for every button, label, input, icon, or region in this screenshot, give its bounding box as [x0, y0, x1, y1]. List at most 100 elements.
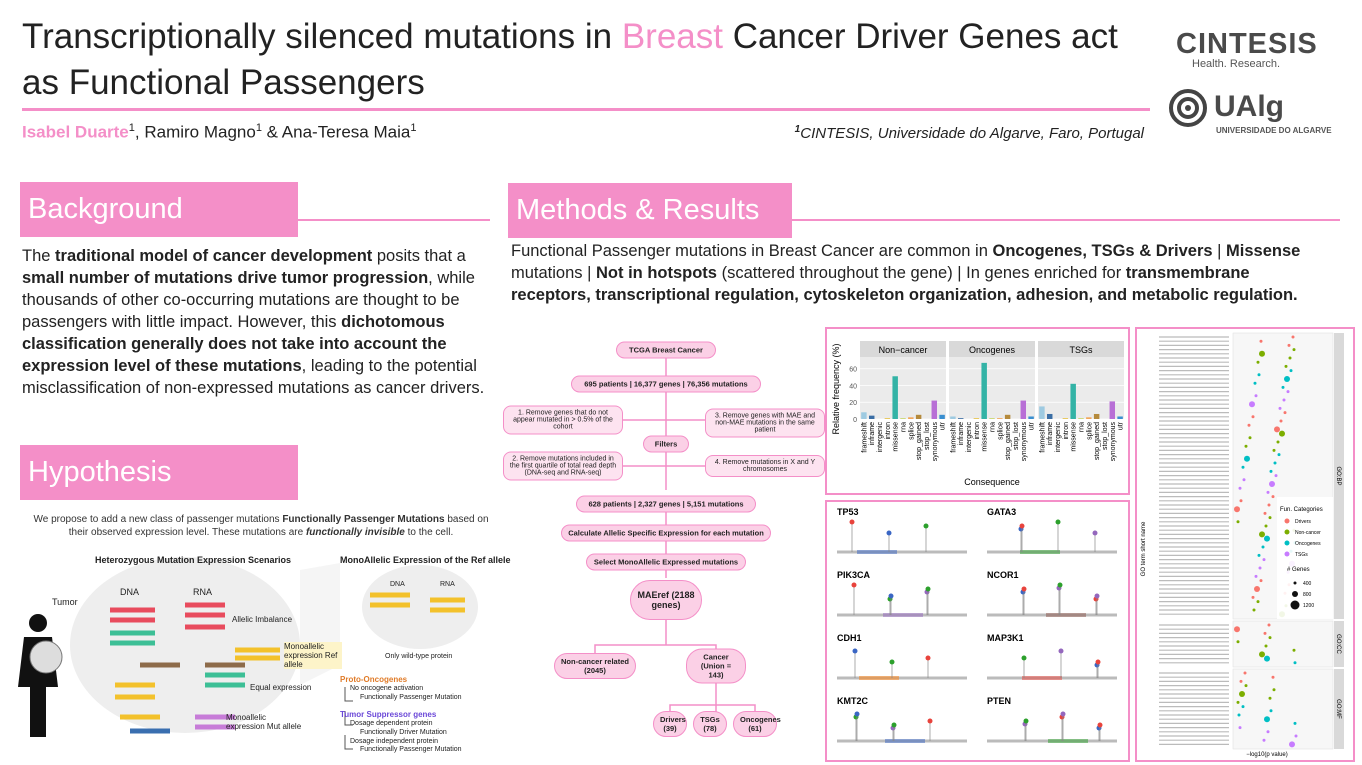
x-tick-label: missense: [1071, 422, 1078, 452]
x-tick-label: utr: [1118, 421, 1125, 430]
dot: [1238, 726, 1242, 730]
bar: [1086, 417, 1092, 419]
dot: [1256, 360, 1260, 364]
dot: [1243, 671, 1247, 675]
flow-node: Non-cancer related (2045): [554, 653, 636, 679]
figure-box: TP53 GATA3 PIK3CA NCOR1 CDH1 MAP3K1 KMT2C PTEN: [825, 500, 1130, 762]
dot: [1259, 531, 1265, 538]
head: [923, 523, 929, 529]
panel-title: Non−cancer: [879, 345, 928, 355]
legend-key: [1284, 529, 1290, 535]
text-run: transmembrane receptors, transcriptional…: [511, 264, 1298, 304]
legend-key: [1292, 591, 1298, 597]
text-run: We propose to add a new class of passeng…: [33, 514, 283, 525]
domain: [857, 550, 897, 554]
section-heading: Hypothesis: [20, 445, 298, 500]
x-tick-label: rna: [990, 422, 997, 432]
dot: [1294, 734, 1298, 738]
x-tick-label: frameshift: [950, 422, 957, 453]
head: [1021, 586, 1027, 592]
x-tick-label: stop_lost: [1102, 422, 1109, 450]
title: Transcriptionally silenced mutations in …: [22, 14, 1162, 106]
head: [925, 655, 931, 661]
dot: [1268, 696, 1272, 700]
dot: [1273, 461, 1277, 465]
head: [1060, 711, 1066, 717]
methods-text: Functional Passenger mutations in Breast…: [511, 240, 1331, 306]
bar: [868, 415, 875, 419]
legend-label: Oncogenes: [1295, 541, 1321, 547]
bar: [1109, 401, 1116, 419]
filter-node: 4. Remove mutations in X and Y chromosom…: [705, 455, 825, 477]
head: [925, 586, 931, 592]
bar: [1004, 414, 1011, 419]
x-tick-label: inframe: [958, 422, 965, 445]
text-run: mutations |: [511, 264, 596, 282]
panel-strip: [860, 341, 946, 357]
dot: [1259, 339, 1263, 343]
author: , Ramiro Magno: [134, 122, 256, 142]
x-tick-label: stop_gained: [916, 422, 923, 460]
label: DNA: [390, 581, 405, 588]
x-tick-label: synonymous: [1110, 422, 1117, 462]
go-plot: GO term short name −log10(p value) GO:BP GO…: [1141, 332, 1344, 758]
label: Equal expression: [250, 683, 312, 692]
dot: [1244, 444, 1248, 448]
dot: [1288, 356, 1292, 360]
filter-node: 1. Remove genes that do not appear mutat…: [503, 405, 623, 435]
x-tick-label: stop_gained: [1094, 422, 1101, 460]
gene-name: GATA3: [987, 507, 1016, 517]
label: DNA: [120, 587, 140, 597]
affiliation: 1CINTESIS, Universidade do Algarve, Faro…: [795, 124, 1144, 142]
gene-name: KMT2C: [837, 696, 868, 706]
dot: [1257, 553, 1261, 557]
dot: [1238, 486, 1242, 490]
domain: [885, 739, 925, 743]
lollipop-panels: TP53 GATA3 PIK3CA NCOR1 CDH1 MAP3K1 KMT2C PTEN: [837, 507, 1117, 743]
facet-strip: [1334, 333, 1344, 619]
dot: [1241, 705, 1245, 709]
text-run: |: [1212, 242, 1227, 260]
text-run: Oncogenes, TSGs & Drivers: [992, 242, 1213, 260]
dot: [1257, 373, 1261, 377]
facet-bg: [1232, 668, 1334, 750]
x-tick-label: missense: [982, 422, 989, 452]
head: [854, 711, 860, 717]
bar: [931, 400, 938, 419]
dot: [1244, 455, 1250, 462]
dot: [1236, 700, 1240, 704]
dot: [1264, 524, 1268, 528]
sup: 1: [410, 122, 417, 134]
dot: [1283, 411, 1287, 415]
x-tick-label: frameshift: [1039, 422, 1046, 453]
text-run: traditional model of cancer development: [55, 247, 373, 265]
x-tick-label: splice: [1086, 422, 1093, 440]
gene-name: MAP3K1: [987, 633, 1024, 643]
facet-strip: [1334, 669, 1344, 749]
legend-label: 1200: [1303, 603, 1314, 609]
y-tick-label: 0: [853, 417, 857, 424]
label: Monoallelic expression Ref allele: [284, 642, 342, 669]
flow-node: Oncogenes (61): [733, 711, 781, 737]
hypothesis-text: We propose to add a new class of passeng…: [26, 513, 496, 539]
affiliation-text: CINTESIS, Universidade do Algarve, Faro,…: [800, 125, 1144, 142]
label: Tumor: [52, 597, 78, 607]
dot: [1289, 369, 1293, 373]
x-tick-label: intron: [974, 422, 981, 440]
text-run: The: [22, 247, 56, 265]
legend-label: 800: [1303, 592, 1312, 598]
sup: 1: [794, 124, 801, 135]
dot: [1259, 350, 1265, 357]
flowchart-connectors: [594, 350, 756, 715]
head: [852, 648, 858, 654]
dot: [1258, 566, 1262, 570]
dot: [1242, 478, 1246, 482]
label: RNA: [440, 581, 455, 588]
facet-bg: [1232, 620, 1334, 668]
gene-name: PTEN: [987, 696, 1011, 706]
x-tick-label: splice: [908, 422, 915, 440]
x-axis-label: Consequence: [964, 477, 1020, 487]
facet-strip: [1334, 621, 1344, 667]
flow-node: TSGs (78): [693, 711, 727, 737]
legend-title: # Genes: [1287, 567, 1310, 573]
